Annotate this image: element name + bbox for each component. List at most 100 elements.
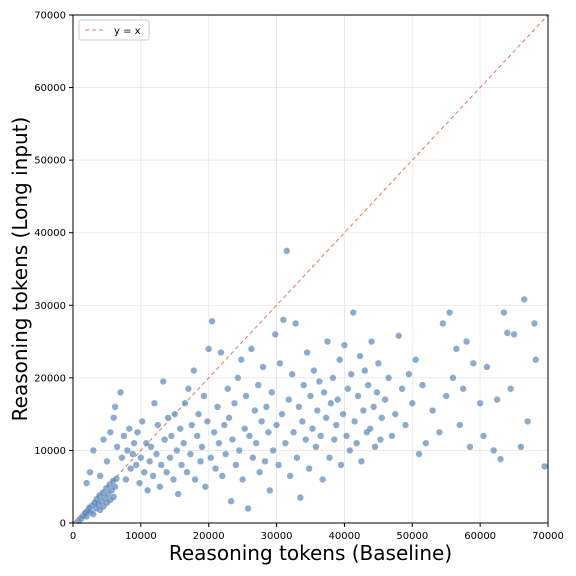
y-tick-label: 10000 xyxy=(34,446,66,457)
y-tick-label: 0 xyxy=(60,519,66,530)
data-point xyxy=(317,432,324,440)
y-tick-label: 60000 xyxy=(34,83,66,94)
data-point xyxy=(83,513,90,520)
data-point xyxy=(110,414,117,421)
data-point xyxy=(521,296,528,303)
data-point xyxy=(371,443,379,450)
data-point xyxy=(388,432,396,440)
data-point xyxy=(339,410,347,418)
data-point xyxy=(130,439,138,447)
data-point xyxy=(322,414,330,421)
data-point xyxy=(195,410,202,418)
y-tick-label: 40000 xyxy=(34,228,66,239)
data-point xyxy=(103,458,111,465)
data-point xyxy=(113,443,121,450)
data-point xyxy=(219,472,226,480)
data-point xyxy=(110,493,117,501)
data-point xyxy=(517,443,525,450)
data-point xyxy=(356,352,364,360)
data-point xyxy=(251,407,259,414)
data-point xyxy=(282,439,289,447)
data-point xyxy=(280,316,287,323)
data-point xyxy=(153,450,160,458)
data-point xyxy=(493,396,501,403)
data-point xyxy=(490,447,497,454)
x-tick-label: 50000 xyxy=(396,531,428,542)
data-point xyxy=(136,479,143,487)
data-point xyxy=(309,425,316,432)
data-point xyxy=(149,472,157,480)
data-point xyxy=(354,392,362,400)
data-point xyxy=(124,447,131,454)
data-point xyxy=(483,363,491,371)
data-point xyxy=(398,385,406,392)
x-tick-label: 0 xyxy=(70,531,76,542)
data-point xyxy=(166,454,174,461)
data-point xyxy=(463,338,470,345)
data-point xyxy=(134,429,141,436)
data-point xyxy=(278,410,286,418)
data-point xyxy=(244,505,252,512)
data-point xyxy=(333,421,340,429)
data-point xyxy=(466,443,474,450)
data-points xyxy=(75,247,548,525)
data-point xyxy=(293,454,301,461)
data-point xyxy=(392,410,399,418)
y-axis-title: Reasoning tokens (Long input) xyxy=(8,117,32,422)
data-point xyxy=(258,418,265,425)
data-point xyxy=(361,367,368,374)
data-point xyxy=(118,454,126,461)
data-point xyxy=(364,381,372,389)
reference-line-y-equals-x xyxy=(72,14,549,524)
x-tick-label: 30000 xyxy=(261,531,293,542)
data-point xyxy=(314,407,321,414)
data-point xyxy=(183,469,191,476)
data-point xyxy=(256,469,263,476)
data-point xyxy=(377,436,384,443)
data-point xyxy=(344,385,352,392)
data-point xyxy=(302,436,309,443)
data-point xyxy=(320,389,328,396)
data-point xyxy=(163,469,170,476)
data-point xyxy=(99,489,107,496)
data-point xyxy=(378,414,385,421)
data-point xyxy=(174,490,182,498)
data-point xyxy=(346,447,354,454)
data-point xyxy=(147,443,155,450)
data-point xyxy=(143,439,150,447)
data-point xyxy=(353,439,360,447)
data-point xyxy=(234,374,242,382)
data-point xyxy=(96,472,104,480)
data-point xyxy=(373,389,381,396)
x-axis-ticks: 0 10000 20000 30000 40000 50000 60000 70000 xyxy=(70,523,564,542)
data-point xyxy=(132,461,140,469)
data-point xyxy=(129,450,136,458)
data-point xyxy=(100,436,107,443)
data-point xyxy=(480,432,487,440)
data-point xyxy=(246,432,253,440)
data-point xyxy=(249,454,257,461)
data-point xyxy=(290,429,297,436)
data-point xyxy=(207,454,214,461)
data-point xyxy=(337,461,345,469)
data-point xyxy=(198,443,206,450)
data-point xyxy=(122,476,130,483)
data-point xyxy=(476,400,484,407)
data-point xyxy=(185,385,192,392)
data-point xyxy=(187,450,194,458)
y-tick-label: 20000 xyxy=(34,373,66,384)
data-point xyxy=(510,331,518,338)
data-point xyxy=(86,469,94,476)
data-point xyxy=(524,418,531,425)
data-point xyxy=(215,439,223,447)
data-point xyxy=(316,378,323,385)
data-point xyxy=(202,483,209,490)
plot-frame xyxy=(72,14,549,524)
data-point xyxy=(412,356,419,363)
data-point xyxy=(111,403,119,411)
data-point xyxy=(531,320,538,327)
data-point xyxy=(156,483,164,490)
data-point xyxy=(229,436,236,443)
data-point xyxy=(276,360,284,367)
data-point xyxy=(139,418,146,425)
